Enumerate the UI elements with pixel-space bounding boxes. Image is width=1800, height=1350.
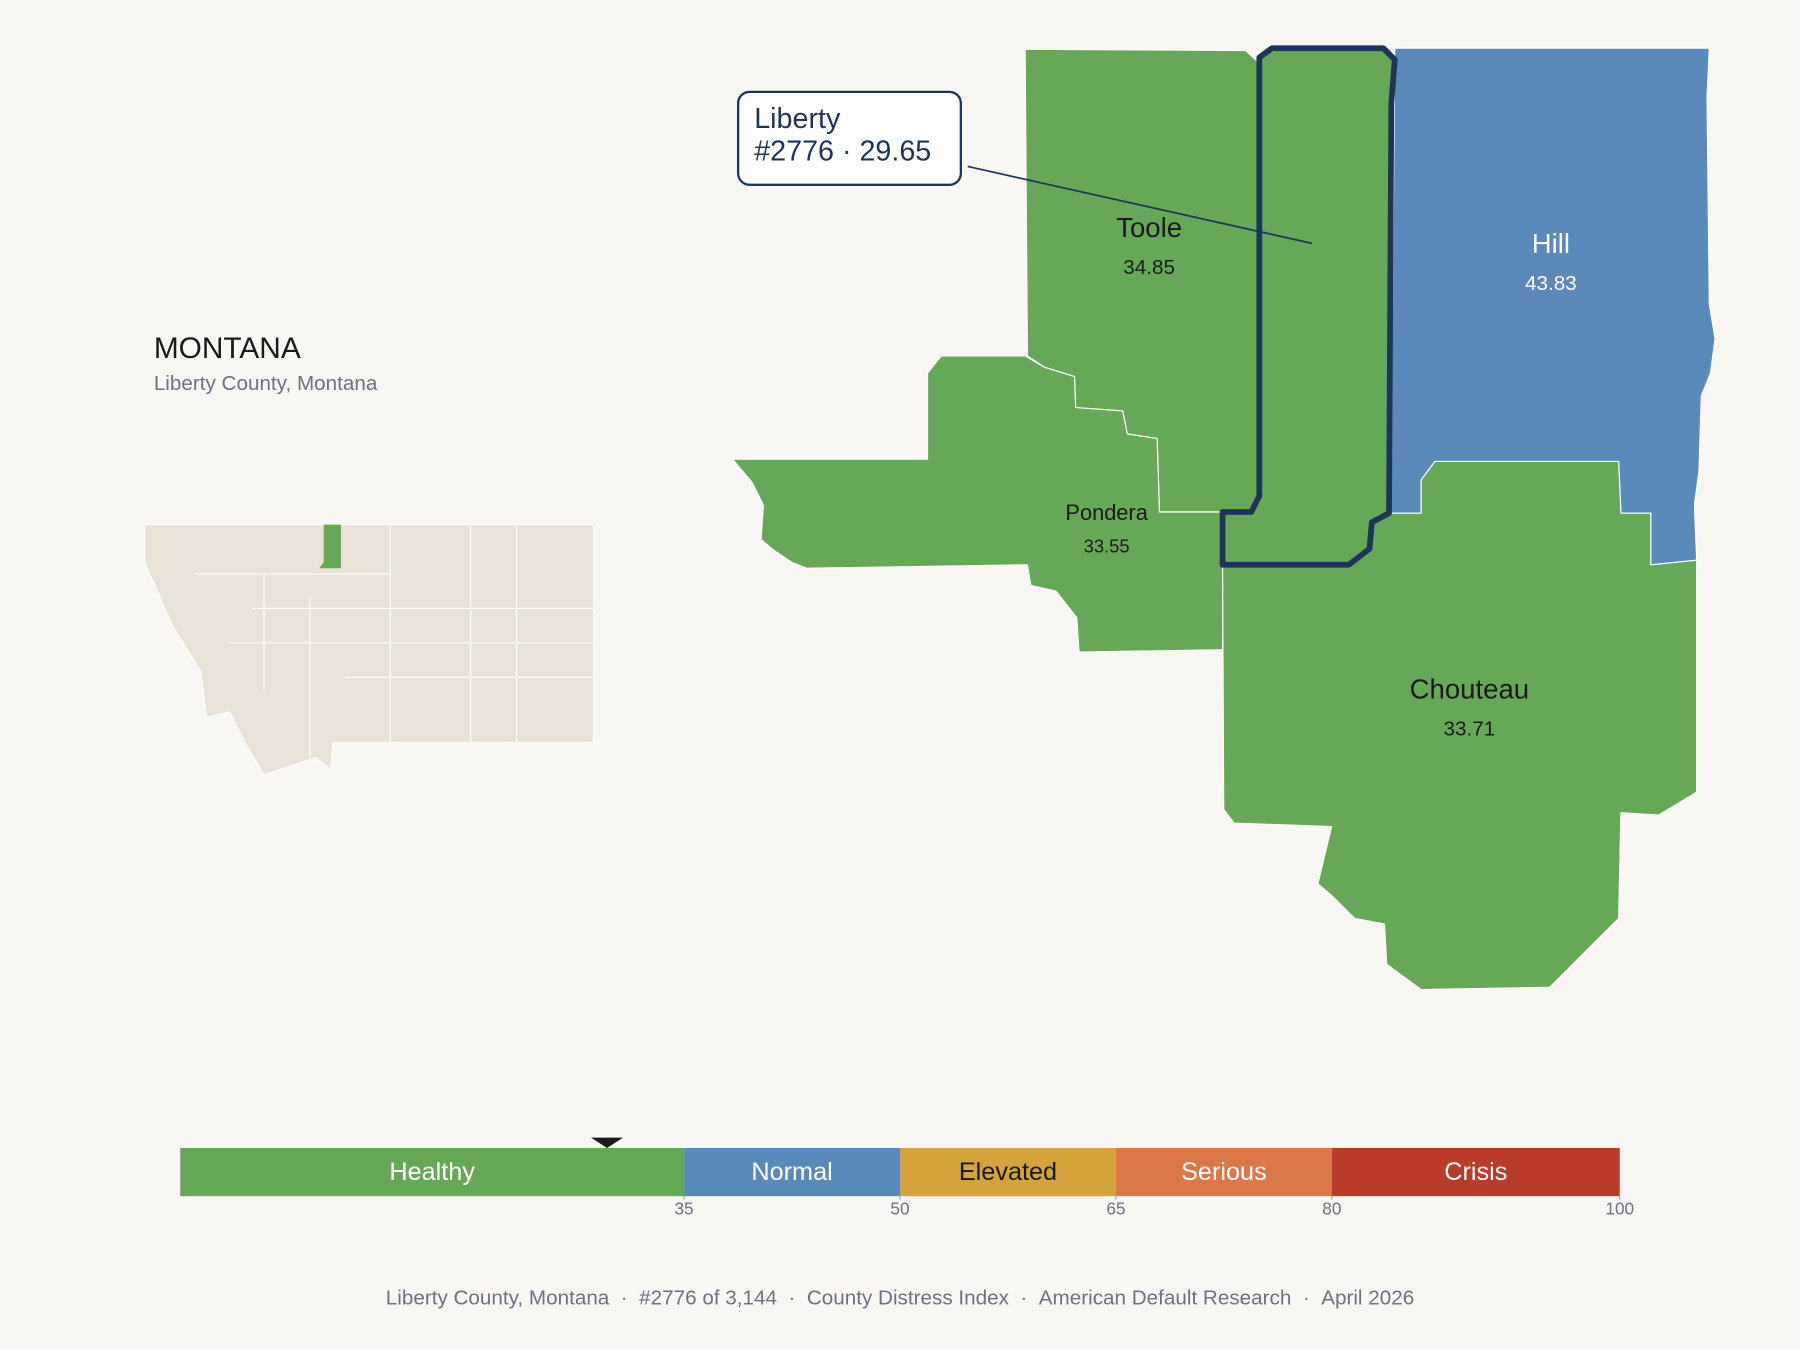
county-value: 33.71: [1444, 718, 1496, 741]
scale-segment: [684, 1147, 900, 1197]
scale-segment: [1331, 1147, 1620, 1197]
tick-label: 65: [1106, 1198, 1125, 1218]
tick-label: 35: [674, 1198, 693, 1218]
locator-map: [144, 524, 595, 776]
footer-item: #2776 of 3,144: [639, 1287, 777, 1310]
title: MONTANA: [154, 332, 301, 365]
tick-label: 50: [890, 1198, 909, 1218]
footer-separator: ·: [621, 1287, 628, 1310]
segment-label: Healthy: [389, 1158, 475, 1186]
footer-item: County Distress Index: [807, 1287, 1010, 1310]
callout-box: [736, 90, 962, 186]
score-marker: [590, 1137, 624, 1148]
county-value: 43.83: [1525, 272, 1577, 295]
distress-scale: Healthy Normal Elevated Serious Crisis 35 50 65…: [180, 1137, 1634, 1218]
footer-separator: ·: [788, 1287, 795, 1310]
county-value: 34.85: [1123, 256, 1175, 279]
state-shape: [144, 524, 595, 776]
segment-label: Serious: [1181, 1158, 1267, 1186]
county: [1222, 460, 1698, 991]
county-name: Chouteau: [1410, 673, 1529, 704]
segment-label: Crisis: [1444, 1158, 1507, 1186]
locator-highlight: [319, 524, 341, 569]
footer-item: American Default Research: [1039, 1287, 1292, 1310]
county-name: Hill: [1532, 228, 1570, 259]
callout-detail: #2776 · 29.65: [754, 135, 931, 167]
footer-item: April 2026: [1321, 1287, 1414, 1310]
callout-name: Liberty: [754, 103, 841, 135]
scale-segment: [180, 1147, 685, 1197]
county-name: Pondera: [1065, 500, 1148, 525]
callout-leader: [967, 165, 1313, 245]
footer-item: Liberty County, Montana: [386, 1287, 610, 1310]
segment-label: Normal: [751, 1158, 832, 1186]
segment-label: Elevated: [959, 1158, 1057, 1186]
county-name: Toole: [1116, 212, 1182, 243]
county: [1219, 45, 1398, 568]
footer-separator: ·: [1020, 1287, 1027, 1310]
county-value: 33.55: [1084, 535, 1130, 556]
tick-label: 100: [1605, 1198, 1634, 1218]
subtitle: Liberty County, Montana: [154, 372, 378, 395]
scale-segment: [1115, 1147, 1332, 1197]
county-map: Toole 34.85 Hill 43.83 Pondera 33.55 Chouteau 3…: [731, 45, 1716, 991]
tick-label: 80: [1322, 1198, 1341, 1218]
footer: Liberty County, Montana · #2776 of 3,144 · C…: [386, 1287, 1414, 1310]
county-lines: [195, 524, 594, 758]
footer-separator: ·: [1303, 1287, 1310, 1310]
scale-segment: [900, 1147, 1116, 1197]
